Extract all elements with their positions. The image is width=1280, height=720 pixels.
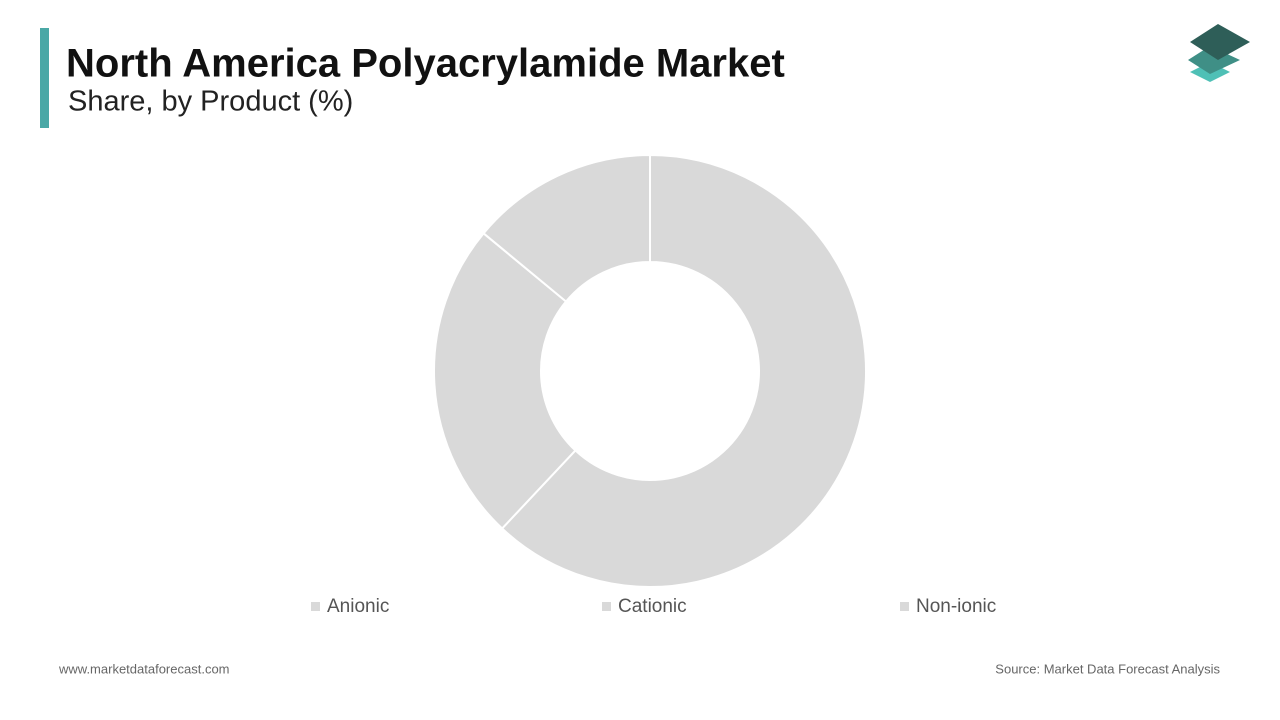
legend-label: Non-ionic xyxy=(916,596,996,617)
website: www.marketdataforecast.com xyxy=(58,661,230,676)
chart-title: North America Polyacrylamide Market xyxy=(66,42,785,86)
legend-label: Anionic xyxy=(327,596,389,617)
chart-subtitle: Share, by Product (%) xyxy=(68,86,353,118)
legend-marker xyxy=(311,602,320,611)
legend-label: Cationic xyxy=(618,596,687,617)
donut-segment xyxy=(482,153,651,303)
legend-marker xyxy=(602,602,611,611)
logo xyxy=(1188,24,1250,82)
source: Source: Market Data Forecast Analysis xyxy=(995,661,1220,676)
title-accent xyxy=(40,28,49,128)
donut-segment xyxy=(500,153,867,588)
donut-segment xyxy=(433,231,577,530)
legend-marker xyxy=(900,602,909,611)
